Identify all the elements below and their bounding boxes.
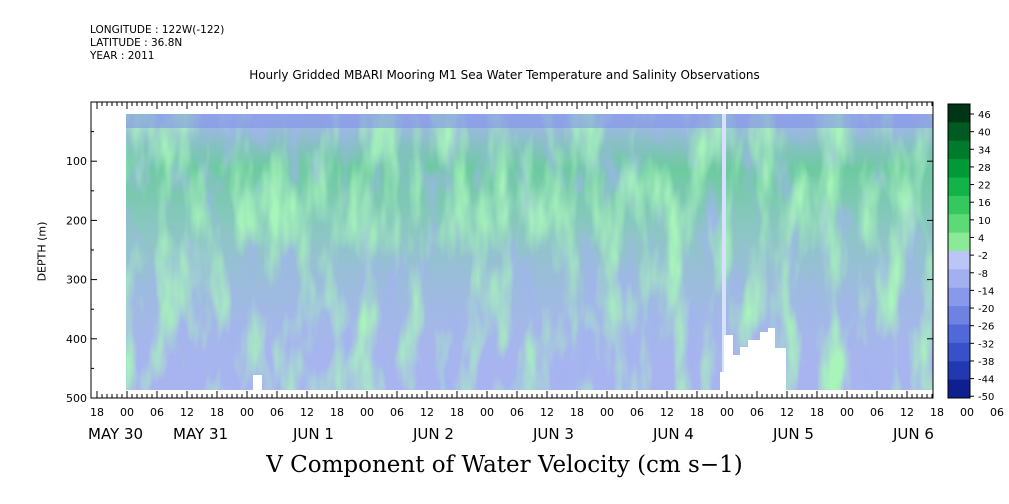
latitude-label: LATITUDE : 36.8N bbox=[90, 37, 183, 49]
colorbar-label: -8 bbox=[978, 269, 988, 280]
colorbar-segment bbox=[948, 361, 970, 381]
x-hour-label: 18 bbox=[690, 406, 704, 419]
x-date-label: JUN 6 bbox=[892, 425, 934, 443]
colorbar-segment bbox=[948, 324, 970, 344]
x-hour-label: 18 bbox=[450, 406, 464, 419]
x-hour-label: 00 bbox=[120, 406, 134, 419]
x-date-label: MAY 30 bbox=[88, 425, 143, 443]
colorbar-segment bbox=[948, 214, 970, 234]
x-hour-label: 18 bbox=[330, 406, 344, 419]
x-hour-label: 18 bbox=[810, 406, 824, 419]
colorbar-segment bbox=[948, 287, 970, 307]
x-hour-label: 06 bbox=[270, 406, 284, 419]
x-hour-label: 00 bbox=[360, 406, 374, 419]
colorbar-label: -14 bbox=[978, 286, 994, 297]
x-hour-label: 18 bbox=[930, 406, 944, 419]
x-hour-label: 12 bbox=[420, 406, 434, 419]
colorbar-segment bbox=[948, 140, 970, 160]
y-tick-label: 400 bbox=[66, 333, 87, 346]
x-hour-label: 06 bbox=[150, 406, 164, 419]
x-date-label: JUN 1 bbox=[292, 425, 334, 443]
colorbar-label: -20 bbox=[978, 304, 994, 315]
x-hour-label: 18 bbox=[210, 406, 224, 419]
x-hour-label: 18 bbox=[90, 406, 104, 419]
x-hour-label: 06 bbox=[990, 406, 1004, 419]
colorbar-segment bbox=[948, 269, 970, 289]
colorbar-label: -38 bbox=[978, 357, 994, 368]
colorbar-label: -50 bbox=[978, 392, 994, 403]
colorbar-segment bbox=[948, 159, 970, 178]
x-hour-label: 18 bbox=[570, 406, 584, 419]
no-data-region bbox=[720, 328, 786, 390]
x-hour-label: 06 bbox=[510, 406, 524, 419]
x-date-label: JUN 4 bbox=[652, 425, 694, 443]
x-hour-label: 06 bbox=[630, 406, 644, 419]
heatmap-gap-line bbox=[722, 114, 726, 390]
colorbar-frame bbox=[947, 103, 971, 399]
heatmap-surface-strip bbox=[126, 114, 933, 128]
colorbar-label: -26 bbox=[978, 322, 994, 333]
x-hour-label: 12 bbox=[780, 406, 794, 419]
x-hour-label: 00 bbox=[960, 406, 974, 419]
y-tick-label: 300 bbox=[66, 274, 87, 287]
colorbar-label: 16 bbox=[978, 198, 991, 209]
x-hour-label: 00 bbox=[840, 406, 854, 419]
x-hour-label: 12 bbox=[660, 406, 674, 419]
x-hour-label: 12 bbox=[300, 406, 314, 419]
x-hour-label: 12 bbox=[540, 406, 554, 419]
colorbar-label: 22 bbox=[978, 181, 991, 192]
colorbar-label: 10 bbox=[978, 216, 991, 227]
longitude-label: LONGITUDE : 122W(-122) bbox=[90, 24, 225, 36]
y-tick-label: 500 bbox=[66, 392, 87, 405]
colorbar-segment bbox=[948, 122, 970, 142]
x-hour-label: 12 bbox=[900, 406, 914, 419]
no-data-region bbox=[253, 375, 262, 390]
x-hour-label: 00 bbox=[480, 406, 494, 419]
colorbar-segment bbox=[948, 342, 970, 362]
colorbar-segment bbox=[948, 195, 970, 215]
colorbar-segment bbox=[948, 251, 970, 270]
heatmap-positive-field bbox=[126, 114, 933, 390]
colorbar-segment bbox=[948, 232, 970, 252]
colorbar-label: 4 bbox=[978, 233, 984, 244]
colorbar-label: -44 bbox=[978, 375, 994, 386]
x-hour-label: 00 bbox=[720, 406, 734, 419]
x-hour-label: 00 bbox=[600, 406, 614, 419]
x-date-label: JUN 2 bbox=[412, 425, 454, 443]
colorbar-label: 46 bbox=[978, 110, 991, 121]
x-date-label: JUN 5 bbox=[772, 425, 814, 443]
chart-title: Hourly Gridded MBARI Mooring M1 Sea Wate… bbox=[249, 68, 760, 82]
x-date-label: MAY 31 bbox=[173, 425, 228, 443]
colorbar-label: 28 bbox=[978, 163, 991, 174]
year-label: YEAR : 2011 bbox=[90, 50, 155, 62]
chart-subtitle: V Component of Water Velocity (cm s−1) bbox=[266, 452, 743, 478]
x-hour-label: 00 bbox=[240, 406, 254, 419]
x-date-label: JUN 3 bbox=[532, 425, 574, 443]
colorbar-label: 34 bbox=[978, 145, 991, 156]
colorbar-label: -32 bbox=[978, 339, 994, 350]
colorbar-segment bbox=[948, 177, 970, 197]
colorbar-segment bbox=[948, 306, 970, 325]
x-hour-label: 06 bbox=[390, 406, 404, 419]
x-hour-label: 06 bbox=[870, 406, 884, 419]
y-tick-label: 100 bbox=[66, 155, 87, 168]
colorbar-segment bbox=[948, 104, 970, 123]
x-hour-label: 06 bbox=[750, 406, 764, 419]
colorbar-label: 40 bbox=[978, 128, 991, 139]
colorbar-label: -2 bbox=[978, 251, 988, 262]
colorbar-segment bbox=[948, 379, 970, 399]
y-tick-label: 200 bbox=[66, 214, 87, 227]
x-hour-label: 12 bbox=[180, 406, 194, 419]
